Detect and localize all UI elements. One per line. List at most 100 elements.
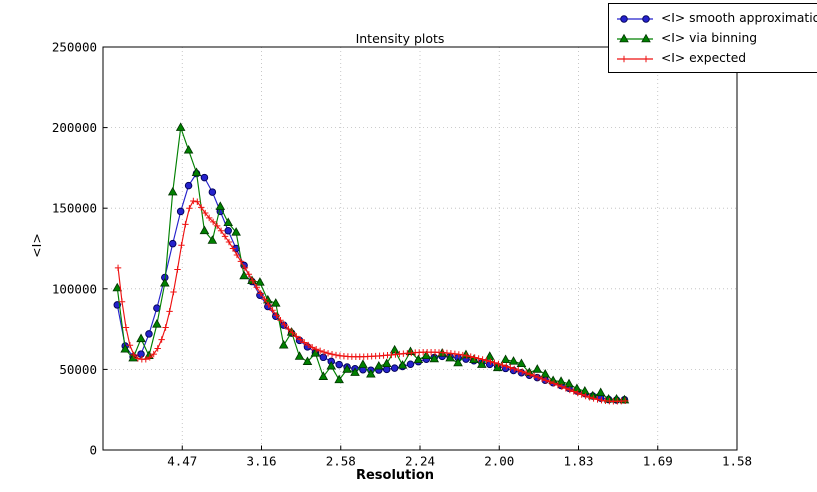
data-point-plus	[328, 351, 336, 358]
data-point-triangle	[310, 348, 321, 357]
data-point-plus	[471, 354, 478, 361]
data-point-plus	[546, 378, 554, 386]
data-point-plus	[578, 391, 585, 398]
data-point-triangle	[302, 356, 313, 365]
y-tick-label: 200000	[52, 120, 97, 135]
data-point-plus	[491, 359, 498, 366]
data-point-plus	[213, 222, 221, 230]
data-point-plus	[162, 324, 169, 331]
data-point-plus	[507, 364, 514, 371]
data-point-circle	[208, 188, 217, 196]
y-tick-label: 250000	[52, 40, 97, 55]
data-point-plus	[297, 336, 304, 343]
y-tick-label: 150000	[52, 201, 97, 216]
x-tick-label: 3.16	[246, 454, 276, 469]
data-point-circle	[176, 207, 185, 216]
legend-swatch-triangle-icon	[617, 33, 653, 42]
data-point-triangle	[381, 358, 392, 368]
data-point-plus	[202, 209, 209, 217]
data-point-triangle	[215, 201, 226, 210]
data-point-circle	[390, 364, 399, 372]
chart-title: Intensity plots	[355, 31, 445, 46]
data-point-plus	[209, 218, 217, 226]
data-point-triangle	[160, 277, 170, 287]
data-point-triangle	[199, 225, 210, 235]
data-point-plus	[305, 341, 312, 349]
data-point-triangle	[508, 356, 519, 365]
data-point-triangle	[231, 227, 241, 236]
data-point-plus	[459, 351, 466, 359]
data-point-circle	[319, 353, 328, 362]
data-point-plus	[130, 351, 138, 359]
legend-item-expected: <I> expected	[614, 48, 817, 68]
plot-border	[102, 46, 738, 451]
data-point-triangle	[175, 122, 186, 131]
data-point-triangle	[500, 354, 511, 364]
data-point-triangle	[421, 350, 432, 359]
data-point-plus	[463, 352, 470, 359]
data-point-triangle	[611, 394, 622, 403]
y-tick-label: 0	[89, 443, 97, 458]
data-point-plus	[142, 356, 149, 363]
legend-item-via-binning: <I> via binning	[614, 28, 817, 48]
data-point-triangle	[334, 374, 344, 384]
data-point-plus	[166, 308, 173, 315]
data-point-triangle	[120, 344, 130, 353]
data-point-triangle	[453, 357, 463, 367]
data-point-plus	[205, 214, 213, 222]
legend-label: <I> smooth approximation	[661, 11, 817, 25]
data-point-plus	[237, 258, 245, 265]
data-point-circle	[406, 360, 415, 368]
data-point-plus	[198, 204, 205, 211]
data-point-triangle	[207, 235, 218, 244]
data-point-plus	[245, 271, 253, 278]
data-point-plus	[126, 342, 134, 349]
legend-label: <I> via binning	[661, 31, 758, 45]
data-point-plus	[281, 321, 288, 328]
data-point-plus	[526, 371, 534, 378]
data-point-circle	[145, 330, 153, 338]
data-point-triangle	[255, 277, 265, 286]
data-point-plus	[515, 367, 522, 374]
data-point-plus	[511, 365, 518, 373]
data-point-plus	[590, 395, 597, 402]
data-point-plus	[522, 369, 530, 377]
data-point-plus	[285, 325, 292, 333]
data-point-plus	[178, 242, 185, 249]
data-point-triangle	[223, 217, 233, 227]
data-point-plus	[542, 377, 550, 384]
data-point-plus	[483, 357, 490, 364]
data-point-triangle	[540, 369, 550, 378]
data-point-plus	[118, 298, 126, 305]
series-line-0	[116, 172, 625, 401]
data-point-plus	[146, 354, 153, 361]
data-point-plus	[217, 227, 225, 234]
data-point-plus	[293, 333, 300, 340]
data-point-circle	[184, 181, 193, 190]
data-point-plus	[257, 290, 264, 297]
data-point-plus	[114, 264, 122, 272]
data-point-triangle	[564, 378, 574, 388]
legend-swatch-circle-icon	[617, 14, 653, 23]
data-point-triangle	[239, 270, 249, 280]
data-point-plus	[499, 361, 506, 369]
data-point-plus	[269, 307, 276, 314]
data-point-plus	[277, 317, 284, 324]
data-point-triangle	[389, 344, 400, 354]
data-point-plus	[586, 394, 593, 401]
data-point-plus	[221, 233, 229, 240]
x-tick-label: 1.83	[563, 454, 593, 469]
data-point-plus	[229, 245, 237, 252]
data-point-plus	[530, 372, 538, 380]
data-point-triangle	[429, 353, 440, 363]
data-point-circle	[382, 365, 391, 374]
data-point-plus	[519, 368, 526, 375]
data-point-plus	[622, 397, 629, 405]
data-point-plus	[594, 396, 601, 403]
data-point-triangle	[532, 364, 543, 373]
data-point-triangle	[183, 144, 194, 154]
data-point-plus	[154, 345, 161, 352]
data-point-plus	[598, 396, 605, 404]
data-point-triangle	[136, 333, 146, 343]
data-point-plus	[265, 301, 272, 309]
